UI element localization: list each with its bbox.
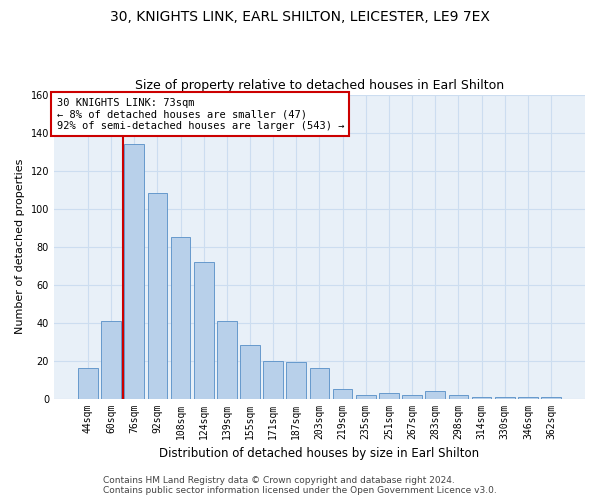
Text: 30 KNIGHTS LINK: 73sqm
← 8% of detached houses are smaller (47)
92% of semi-deta: 30 KNIGHTS LINK: 73sqm ← 8% of detached … — [56, 98, 344, 131]
Bar — [379, 393, 399, 398]
Bar — [240, 346, 260, 399]
Title: Size of property relative to detached houses in Earl Shilton: Size of property relative to detached ho… — [135, 79, 504, 92]
Bar — [101, 320, 121, 398]
Bar — [541, 396, 561, 398]
Bar — [356, 395, 376, 398]
Text: Contains HM Land Registry data © Crown copyright and database right 2024.
Contai: Contains HM Land Registry data © Crown c… — [103, 476, 497, 495]
Bar — [148, 194, 167, 398]
X-axis label: Distribution of detached houses by size in Earl Shilton: Distribution of detached houses by size … — [160, 447, 479, 460]
Y-axis label: Number of detached properties: Number of detached properties — [15, 159, 25, 334]
Bar — [333, 389, 352, 398]
Text: 30, KNIGHTS LINK, EARL SHILTON, LEICESTER, LE9 7EX: 30, KNIGHTS LINK, EARL SHILTON, LEICESTE… — [110, 10, 490, 24]
Bar — [263, 360, 283, 399]
Bar — [170, 237, 190, 398]
Bar — [217, 320, 236, 398]
Bar — [449, 395, 468, 398]
Bar — [472, 396, 491, 398]
Bar — [518, 396, 538, 398]
Bar — [286, 362, 306, 398]
Bar — [310, 368, 329, 398]
Bar — [495, 396, 515, 398]
Bar — [194, 262, 214, 398]
Bar — [402, 395, 422, 398]
Bar — [78, 368, 98, 398]
Bar — [425, 391, 445, 398]
Bar — [124, 144, 144, 399]
